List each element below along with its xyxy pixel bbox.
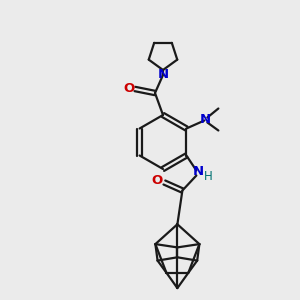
Text: N: N (193, 165, 204, 178)
Text: O: O (152, 174, 163, 187)
Text: O: O (123, 82, 135, 94)
Text: N: N (200, 113, 211, 126)
Text: N: N (158, 68, 169, 80)
Text: H: H (204, 170, 213, 183)
